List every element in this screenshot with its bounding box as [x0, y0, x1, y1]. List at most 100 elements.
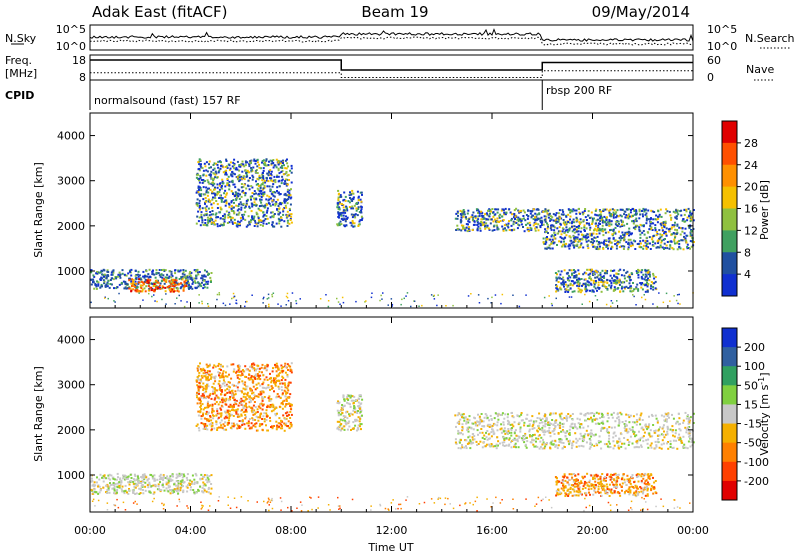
scatter-cell: [666, 210, 669, 213]
scatter-cell: [151, 287, 154, 290]
scatter-cell: [270, 163, 273, 166]
scatter-cell: [338, 207, 341, 210]
scatter-cell: [207, 373, 210, 376]
scatter-cell: [462, 209, 465, 211]
ground-scatter-cell: [271, 295, 274, 298]
scatter-cell: [255, 411, 258, 414]
scatter-cell: [121, 490, 124, 493]
scatter-cell: [258, 205, 261, 208]
scatter-cell: [230, 207, 233, 210]
scatter-cell: [465, 223, 468, 226]
scatter-cell: [690, 229, 693, 232]
scatter-cell: [595, 208, 598, 211]
scatter-cell: [143, 283, 145, 286]
scatter-cell: [642, 207, 645, 210]
scatter-cell: [236, 223, 239, 226]
scatter-cell: [623, 274, 626, 277]
scatter-cell: [264, 205, 267, 208]
scatter-cell: [682, 248, 685, 251]
scatter-cell: [281, 169, 284, 172]
scatter-cell: [273, 213, 276, 215]
scatter-cell: [595, 229, 598, 232]
scatter-cell: [669, 245, 672, 248]
scatter-cell: [560, 237, 563, 240]
scatter-cell: [673, 238, 676, 241]
scatter-cell: [590, 211, 593, 214]
scatter-cell: [566, 271, 569, 274]
scatter-cell: [654, 227, 657, 229]
scatter-cell: [545, 241, 548, 244]
scatter-cell: [344, 415, 347, 418]
scatter-cell: [281, 175, 284, 178]
scatter-cell: [151, 273, 154, 276]
scatter-cell: [249, 221, 252, 224]
scatter-cell: [146, 479, 149, 482]
scatter-cell: [211, 198, 214, 201]
scatter-cell: [284, 424, 287, 427]
scatter-cell: [284, 395, 287, 398]
scatter-cell: [493, 224, 496, 227]
colorbar-block: [722, 208, 737, 231]
scatter-cell: [225, 210, 228, 213]
scatter-cell: [280, 225, 283, 228]
scatter-cell: [263, 378, 266, 381]
scatter-cell: [203, 391, 206, 394]
scatter-cell: [487, 218, 489, 221]
scatter-cell: [223, 394, 226, 397]
scatter-cell: [602, 230, 605, 233]
scatter-cell: [116, 275, 119, 278]
scatter-cell: [248, 207, 251, 210]
scatter-cell: [613, 209, 616, 212]
ground-scatter-cell: [341, 296, 344, 299]
scatter-cell: [501, 215, 504, 218]
scatter-cell: [484, 213, 487, 216]
scatter-cell: [607, 231, 610, 234]
scatter-cell: [182, 473, 185, 476]
scatter-cell: [196, 286, 198, 289]
scatter-cell: [269, 416, 271, 419]
scatter-cell: [637, 276, 640, 279]
scatter-cell: [652, 222, 655, 225]
scatter-cell: [127, 481, 130, 484]
scatter-cell: [194, 270, 197, 273]
scatter-cell: [220, 398, 223, 401]
scatter-cell: [251, 218, 254, 220]
scatter-cell: [272, 216, 275, 219]
scatter-cell: [494, 220, 497, 223]
scatter-cell: [220, 419, 223, 422]
scatter-cell: [611, 213, 614, 216]
scatter-cell: [353, 225, 356, 228]
scatter-cell: [162, 474, 165, 477]
scatter-cell: [583, 210, 586, 212]
scatter-cell: [198, 216, 201, 219]
scatter-cell: [581, 289, 583, 292]
scatter-cell: [231, 406, 234, 409]
scatter-cell: [223, 381, 226, 384]
scatter-cell: [94, 282, 97, 285]
scatter-cell: [207, 491, 210, 494]
scatter-cell: [608, 284, 611, 287]
scatter-cell: [205, 270, 208, 273]
scatter-cell: [239, 201, 242, 204]
scatter-cell: [90, 271, 93, 274]
scatter-cell: [262, 224, 264, 227]
scatter-cell: [235, 213, 238, 216]
scatter-cell: [501, 225, 504, 228]
scatter-cell: [608, 220, 611, 223]
scatter-cell: [573, 237, 576, 240]
scatter-cell: [105, 283, 108, 286]
scatter-cell: [477, 222, 480, 225]
scatter-cell: [272, 203, 274, 206]
scatter-cell: [210, 483, 213, 485]
scatter-cell: [242, 175, 245, 178]
scatter-cell: [337, 428, 340, 431]
scatter-cell: [195, 191, 198, 194]
scatter-cell: [90, 283, 93, 286]
scatter-cell: [652, 244, 655, 247]
scatter-cell: [570, 242, 573, 245]
scatter-cell: [474, 215, 477, 218]
scatter-cell: [209, 377, 212, 380]
scatter-cell: [649, 275, 651, 278]
scatter-cell: [230, 390, 233, 392]
